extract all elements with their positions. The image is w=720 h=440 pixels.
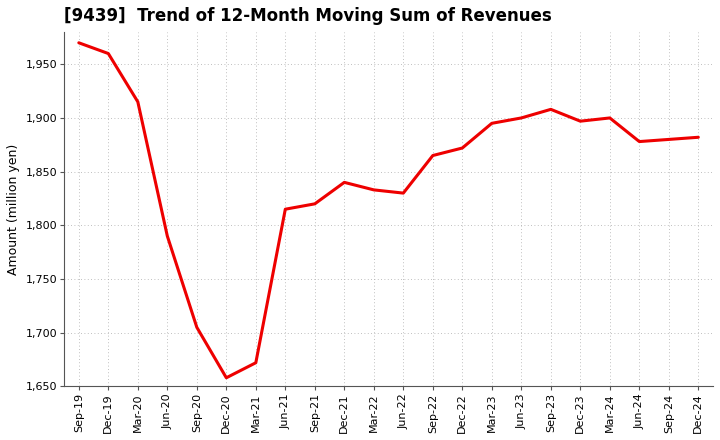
Text: [9439]  Trend of 12-Month Moving Sum of Revenues: [9439] Trend of 12-Month Moving Sum of R… <box>64 7 552 25</box>
Y-axis label: Amount (million yen): Amount (million yen) <box>7 143 20 275</box>
